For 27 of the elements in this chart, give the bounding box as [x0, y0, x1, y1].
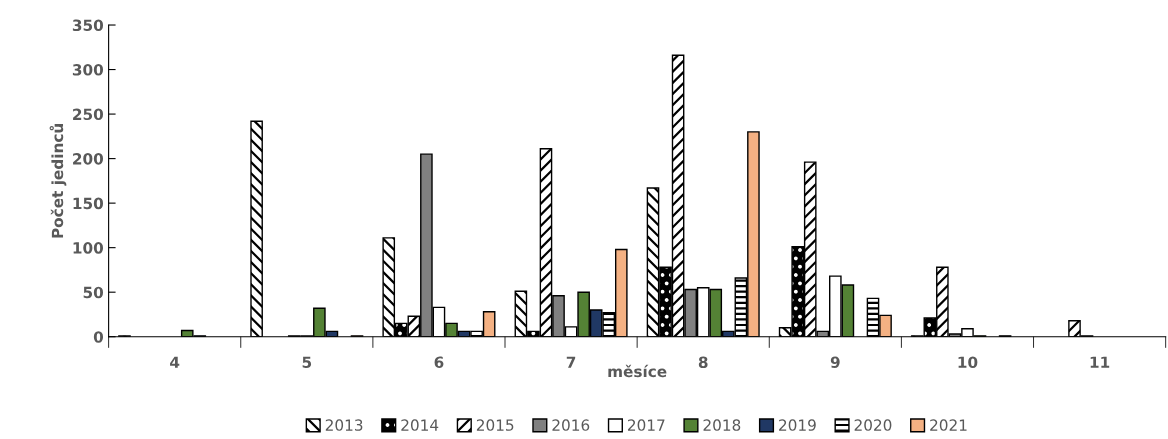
legend-label: 2020 [854, 419, 892, 431]
y-tick-label: 300 [72, 64, 104, 76]
x-axis-title: měsíce [608, 364, 667, 378]
x-tick-label: 6 [434, 356, 444, 368]
legend-label: 2013 [325, 419, 363, 431]
y-tick-label: 150 [73, 197, 104, 210]
x-tick-label: 5 [302, 356, 312, 368]
x-tick-label: 11 [1090, 356, 1110, 368]
y-tick-label: 50 [83, 286, 104, 299]
legend-label: 2018 [703, 419, 741, 431]
legend-label: 2016 [552, 419, 590, 431]
x-tick-label: 7 [566, 356, 576, 368]
y-tick-label: 350 [72, 19, 104, 32]
legend-label: 2014 [401, 419, 439, 431]
y-tick-label: 200 [73, 153, 104, 165]
y-tick-label: 250 [73, 108, 104, 121]
y-axis-title: Počet jedinců [49, 123, 67, 238]
x-tick-label: 4 [170, 356, 180, 368]
x-tick-label: 10 [958, 356, 978, 368]
y-tick-label: 0 [93, 331, 104, 343]
legend-label: 2021 [930, 419, 967, 431]
legend-label: 2015 [476, 419, 514, 431]
y-tick-label: 100 [73, 242, 104, 254]
x-tick-label: 9 [830, 356, 840, 368]
legend-label: 2017 [627, 419, 665, 431]
x-tick-label: 8 [698, 356, 708, 368]
legend-label: 2019 [779, 419, 816, 431]
